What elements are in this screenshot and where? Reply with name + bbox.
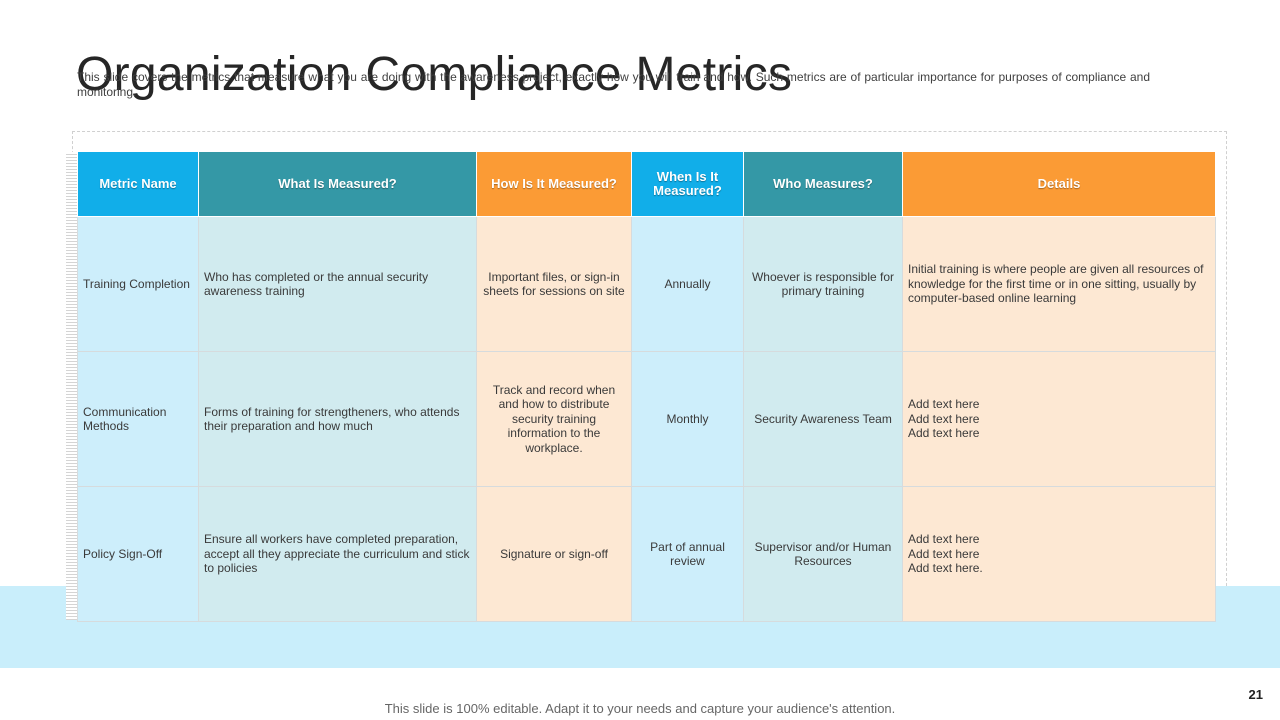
page-number: 21 [1248, 687, 1263, 702]
cell-details: Initial training is where people are giv… [902, 216, 1216, 352]
details-line: Add text here. [908, 561, 983, 576]
details-line: Add text here [908, 426, 980, 441]
cell-what-measured: Who has completed or the annual security… [198, 216, 477, 352]
table-row: Policy Sign-Off Ensure all workers have … [77, 486, 1216, 622]
details-line: Add text here [908, 532, 980, 547]
metrics-table: Metric Name What Is Measured? How Is It … [77, 152, 1216, 622]
details-line: Add text here [908, 397, 980, 412]
details-text: Initial training is where people are giv… [908, 262, 1204, 305]
cell-details: Add text here Add text here Add text her… [902, 486, 1216, 622]
cell-who-measures: Supervisor and/or Human Resources [743, 486, 903, 622]
header-metric-name: Metric Name [77, 152, 199, 217]
page-subtitle: This slide covers the metrics that measu… [77, 70, 1150, 99]
table-header-row: Metric Name What Is Measured? How Is It … [77, 152, 1216, 217]
header-how-measured: How Is It Measured? [476, 152, 632, 217]
table-row: Communication Methods Forms of training … [77, 351, 1216, 487]
header-when-measured: When Is It Measured? [631, 152, 744, 217]
header-details: Details [902, 152, 1216, 217]
ruler-decoration [66, 152, 77, 620]
cell-metric-name: Communication Methods [77, 351, 199, 487]
footer-note: This slide is 100% editable. Adapt it to… [384, 701, 896, 716]
cell-how-measured: Important files, or sign-in sheets for s… [476, 216, 632, 352]
cell-how-measured: Track and record when and how to distrib… [476, 351, 632, 487]
cell-when-measured: Monthly [631, 351, 744, 487]
cell-when-measured: Part of annual review [631, 486, 744, 622]
cell-who-measures: Whoever is responsible for primary train… [743, 216, 903, 352]
page-title: Organization Compliance Metrics [76, 48, 793, 102]
header-what-measured: What Is Measured? [198, 152, 477, 217]
cell-when-measured: Annually [631, 216, 744, 352]
cell-metric-name: Policy Sign-Off [77, 486, 199, 622]
cell-what-measured: Forms of training for strengtheners, who… [198, 351, 477, 487]
header-who-measures: Who Measures? [743, 152, 903, 217]
details-line: Add text here [908, 546, 980, 561]
cell-who-measures: Security Awareness Team [743, 351, 903, 487]
table-row: Training Completion Who has completed or… [77, 216, 1216, 352]
details-line: Add text here [908, 411, 980, 426]
cell-what-measured: Ensure all workers have completed prepar… [198, 486, 477, 622]
cell-details: Add text here Add text here Add text her… [902, 351, 1216, 487]
cell-how-measured: Signature or sign-off [476, 486, 632, 622]
cell-metric-name: Training Completion [77, 216, 199, 352]
